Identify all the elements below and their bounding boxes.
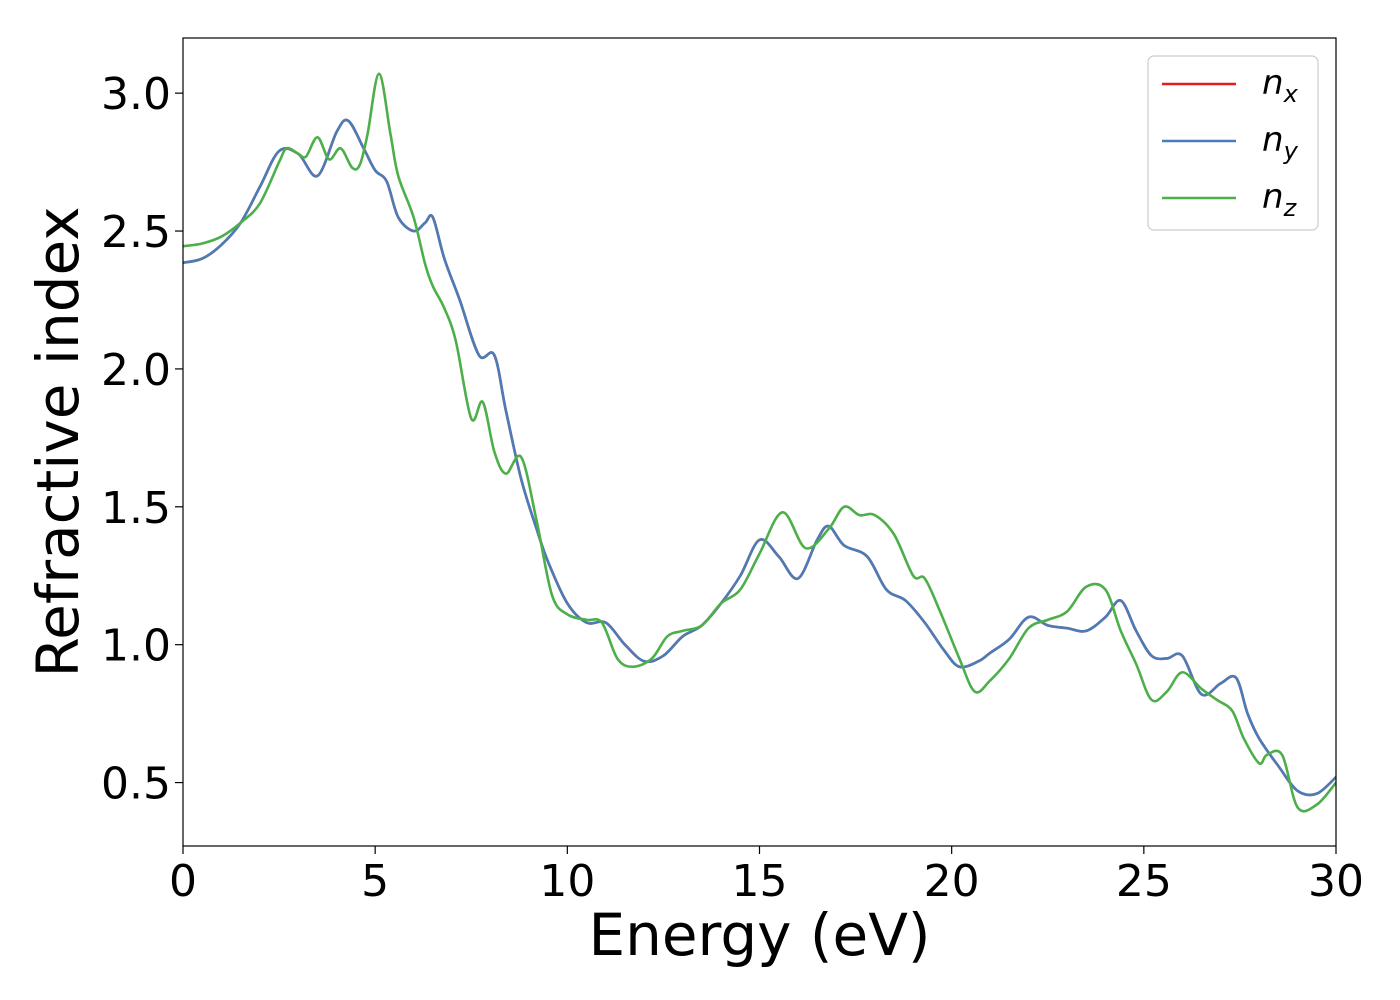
- y-axis: 0.5 1.0 1.5 2.0 2.5 3.0: [101, 69, 183, 810]
- series-line-z: [183, 72, 1336, 813]
- legend-label-base: n: [1262, 177, 1284, 217]
- x-axis-title: Energy (eV): [588, 901, 930, 969]
- y-tick-label: 1.5: [101, 483, 171, 534]
- x-tick-label: 10: [539, 856, 595, 907]
- y-tick-label: 3.0: [101, 69, 171, 120]
- y-tick-label: 2.0: [101, 345, 171, 396]
- series-layer: [183, 72, 1336, 813]
- legend-label-z: nz: [1262, 177, 1298, 222]
- legend-label-base: n: [1262, 120, 1284, 160]
- x-tick-label: 30: [1308, 856, 1364, 907]
- legend-box: [1147, 55, 1319, 231]
- x-tick-label: 15: [732, 856, 788, 907]
- legend-label-subscript: y: [1283, 137, 1299, 165]
- x-axis: 0 5 10 15 20 25 30: [169, 846, 1364, 907]
- y-tick-label: 0.5: [101, 759, 171, 810]
- x-tick-label: 25: [1116, 856, 1172, 907]
- y-axis-title: Refractive index: [24, 206, 92, 677]
- series-line-y: [183, 118, 1336, 797]
- y-tick-label: 1.0: [101, 621, 171, 672]
- legend-label-y: ny: [1262, 120, 1299, 165]
- legend-label-subscript: z: [1283, 194, 1298, 222]
- x-tick-label: 0: [169, 856, 197, 907]
- legend-label-subscript: x: [1283, 80, 1299, 108]
- x-tick-label: 5: [361, 856, 389, 907]
- y-tick-label: 2.5: [101, 207, 171, 258]
- legend-label-x: nx: [1262, 63, 1299, 108]
- legend-label-base: n: [1262, 63, 1284, 103]
- x-tick-label: 20: [924, 856, 980, 907]
